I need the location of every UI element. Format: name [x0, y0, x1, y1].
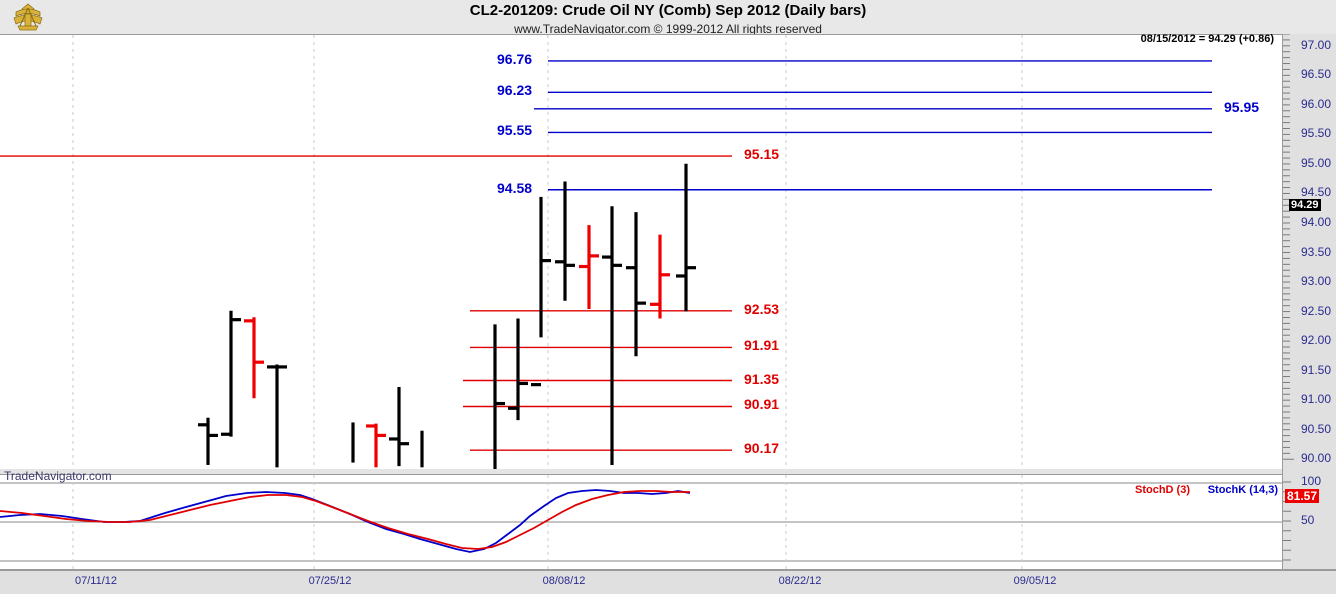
stoch-d-legend: StochD (3) — [1135, 484, 1190, 496]
price-axis-label: 90.00 — [1301, 451, 1332, 466]
stochastic-panel[interactable] — [0, 474, 1282, 570]
ohlc-bar — [389, 387, 409, 467]
price-axis-label: 96.00 — [1301, 96, 1332, 111]
price-axis-label: 90.50 — [1301, 421, 1332, 436]
quote-readout: 08/15/2012 = 94.29 (+0.86) — [1140, 33, 1274, 45]
support-level-label: 95.15 — [744, 146, 780, 163]
ohlc-bar — [244, 317, 264, 399]
date-axis-label: 07/11/12 — [74, 575, 118, 587]
stoch-axis-label: 50 — [1301, 513, 1315, 527]
stoch-value-marker: 81.57 — [1285, 489, 1320, 504]
resistance-level-label: 96.23 — [497, 82, 533, 99]
ohlc-bar — [508, 318, 528, 421]
price-axis-label: 96.50 — [1301, 67, 1332, 82]
date-axis-label: 07/25/12 — [308, 575, 352, 587]
ohlc-bar — [626, 212, 646, 357]
resistance-level-label: 95.55 — [497, 122, 533, 139]
price-axis-label: 95.50 — [1301, 126, 1332, 141]
price-axis-label: 93.50 — [1301, 244, 1332, 259]
resistance-level-label: 94.58 — [497, 179, 533, 196]
support-level-label: 91.91 — [744, 337, 780, 354]
ohlc-bar — [493, 324, 505, 474]
date-axis-label: 08/22/12 — [778, 575, 822, 587]
chart-title: CL2-201209: Crude Oil NY (Comb) Sep 2012… — [469, 2, 867, 19]
watermark: TradeNavigator.com — [4, 469, 112, 483]
date-axis-label: 09/05/12 — [1013, 575, 1057, 587]
chart-header: CL2-201209: Crude Oil NY (Comb) Sep 2012… — [0, 0, 1336, 36]
current-price-marker: 94.29 — [1289, 198, 1321, 211]
ohlc-bar — [198, 417, 218, 465]
stoch-k-legend: StochK (14,3) — [1207, 484, 1278, 496]
chart-subtitle: www.TradeNavigator.com © 1999-2012 All r… — [514, 22, 822, 36]
price-chart-panel[interactable] — [0, 34, 1282, 475]
ohlc-bar — [366, 423, 386, 468]
support-level-label: 90.17 — [744, 440, 780, 457]
price-axis-label: 94.00 — [1301, 214, 1332, 229]
sextant-logo — [8, 2, 48, 32]
ohlc-bar — [602, 206, 622, 465]
price-axis-label: 92.00 — [1301, 333, 1332, 348]
ohlc-bar — [579, 225, 599, 310]
ohlc-bar — [555, 181, 575, 301]
price-axis-label: 91.50 — [1301, 362, 1332, 377]
price-axis-label: 93.00 — [1301, 274, 1332, 289]
stoch-axis-label: 100 — [1301, 474, 1322, 488]
resistance-level-label: 95.95 — [1224, 98, 1260, 115]
ohlc-bar — [221, 310, 241, 437]
date-axis[interactable] — [0, 569, 1336, 594]
support-level-label: 90.91 — [744, 396, 780, 413]
ohlc-bar — [531, 196, 551, 387]
ohlc-bar — [676, 163, 696, 312]
ohlc-bar — [267, 364, 287, 468]
support-level-label: 92.53 — [744, 300, 780, 317]
price-axis[interactable]: 97.00 96.50 96.00 95.50 95.00 94.50 94.00 93.50… — [1282, 34, 1336, 569]
price-axis-label: 94.50 — [1301, 185, 1332, 200]
panel-divider — [0, 469, 1282, 475]
price-axis-label: 97.00 — [1301, 37, 1332, 52]
date-axis-label: 08/08/12 — [542, 575, 586, 587]
price-axis-label: 92.50 — [1301, 303, 1332, 318]
stochastic-plot[interactable] — [0, 475, 1282, 570]
support-level-label: 91.35 — [744, 370, 780, 387]
stoch-d-line — [0, 490, 690, 550]
resistance-level-label: 96.76 — [497, 50, 533, 67]
price-plot[interactable] — [0, 35, 1282, 475]
price-axis-label: 95.00 — [1301, 155, 1332, 170]
price-axis-label: 91.00 — [1301, 392, 1332, 407]
ohlc-bar — [650, 234, 670, 319]
